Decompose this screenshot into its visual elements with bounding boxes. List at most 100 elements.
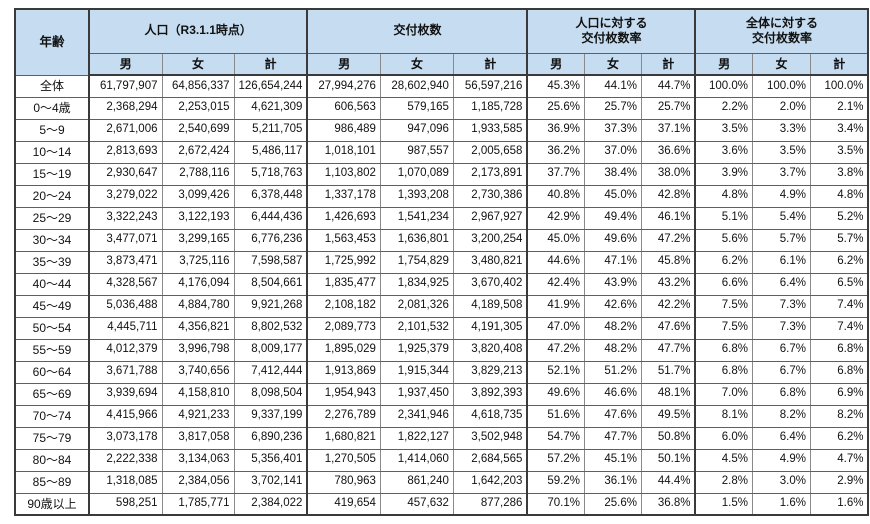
- data-cell: 45.3%: [526, 74, 585, 98]
- table-row: 40〜44 4,328,567 4,176,094 8,504,661 1,835,47…: [14, 272, 869, 296]
- data-cell: 1,754,829: [379, 250, 454, 274]
- data-cell: 7.4%: [809, 294, 869, 318]
- col-group-issued-cards-line1: 交付枚数: [393, 23, 442, 38]
- data-cell: 3,725,116: [161, 250, 235, 274]
- data-cell: 5.6%: [694, 228, 753, 252]
- data-cell: 4,445,711: [88, 316, 163, 340]
- data-cell: 70.1%: [526, 492, 585, 516]
- data-cell: 7.3%: [751, 294, 811, 318]
- table-row: 45〜49 5,036,488 4,884,780 9,921,268 2,108,18…: [14, 294, 869, 318]
- data-cell: 2.1%: [809, 96, 869, 120]
- table-row: 15〜19 2,930,647 2,788,116 5,718,763 1,103,80…: [14, 162, 869, 186]
- data-cell: 42.6%: [583, 294, 642, 318]
- data-cell: 3,939,694: [88, 382, 163, 406]
- data-cell: 457,632: [379, 492, 454, 516]
- sub-header-population-1: 女: [161, 52, 235, 76]
- table-row: 70〜74 4,415,966 4,921,233 9,337,199 2,276,78…: [14, 404, 869, 428]
- data-cell: 25.7%: [640, 96, 696, 120]
- data-cell: 44.1%: [583, 74, 642, 98]
- data-cell: 38.0%: [640, 162, 696, 186]
- data-cell: 2,788,116: [161, 162, 235, 186]
- data-cell: 9,921,268: [233, 294, 308, 318]
- data-cell: 2,384,056: [161, 470, 235, 494]
- data-cell: 6.8%: [751, 382, 811, 406]
- data-cell: 36.1%: [583, 470, 642, 494]
- data-cell: 47.0%: [526, 316, 585, 340]
- col-group-rate-vs-total-line1: 全体に対する: [745, 15, 818, 30]
- data-cell: 3,670,402: [452, 272, 528, 296]
- data-cell: 3,299,165: [161, 228, 235, 252]
- age-cell: 80〜84: [14, 448, 90, 472]
- data-cell: 44.7%: [640, 74, 696, 98]
- data-cell: 3.5%: [694, 118, 753, 142]
- sub-header-rate-vs-population-1: 女: [583, 52, 642, 76]
- data-cell: 6.7%: [751, 360, 811, 384]
- data-cell: 42.4%: [526, 272, 585, 296]
- data-cell: 606,563: [306, 96, 381, 120]
- data-cell: 45.0%: [583, 184, 642, 208]
- table-row: 25〜29 3,322,243 3,122,193 6,444,436 1,426,69…: [14, 206, 869, 230]
- data-cell: 4,328,567: [88, 272, 163, 296]
- data-cell: 49.6%: [583, 228, 642, 252]
- data-cell: 47.2%: [526, 338, 585, 362]
- data-cell: 46.6%: [583, 382, 642, 406]
- data-cell: 6.4%: [751, 272, 811, 296]
- data-cell: 5,211,705: [233, 118, 308, 142]
- sub-header-rate-vs-total-2: 計: [809, 52, 869, 76]
- data-cell: 5,718,763: [233, 162, 308, 186]
- header-sub-row: 男女計男女計男女計男女計: [15, 52, 869, 76]
- data-cell: 7.5%: [694, 316, 753, 340]
- age-cell: 20〜24: [14, 184, 90, 208]
- data-cell: 3.0%: [751, 470, 811, 494]
- data-cell: 43.2%: [640, 272, 696, 296]
- data-cell: 6,444,436: [233, 206, 308, 230]
- data-cell: 877,286: [452, 492, 528, 516]
- sub-header-issued-cards-2: 計: [452, 52, 528, 76]
- data-cell: 4.5%: [694, 448, 753, 472]
- data-cell: 2,108,182: [306, 294, 381, 318]
- age-cell: 50〜54: [14, 316, 90, 340]
- data-cell: 6.8%: [694, 338, 753, 362]
- table-row: 90歳以上 598,251 1,785,771 2,384,022 419,654 457…: [14, 492, 869, 516]
- data-cell: 2,253,015: [161, 96, 235, 120]
- data-cell: 5.7%: [751, 228, 811, 252]
- sub-header-rate-vs-total-0: 男: [694, 52, 753, 76]
- data-cell: 4,415,966: [88, 404, 163, 428]
- data-cell: 1,563,453: [306, 228, 381, 252]
- data-cell: 2,684,565: [452, 448, 528, 472]
- data-cell: 1.6%: [751, 492, 811, 516]
- data-cell: 5,356,401: [233, 448, 308, 472]
- data-cell: 36.9%: [526, 118, 585, 142]
- data-cell: 37.7%: [526, 162, 585, 186]
- data-cell: 3.9%: [694, 162, 753, 186]
- data-cell: 47.7%: [583, 426, 642, 450]
- data-cell: 8.2%: [809, 404, 869, 428]
- data-cell: 1,933,585: [452, 118, 528, 142]
- col-group-population-line1: 人口（R3.1.1時点）: [144, 23, 252, 38]
- sub-header-rate-vs-total-1: 女: [751, 52, 811, 76]
- data-cell: 861,240: [379, 470, 454, 494]
- data-cell: 1,725,992: [306, 250, 381, 274]
- data-cell: 42.9%: [526, 206, 585, 230]
- data-cell: 3,502,948: [452, 426, 528, 450]
- data-cell: 7,598,587: [233, 250, 308, 274]
- data-cell: 3,892,393: [452, 382, 528, 406]
- data-cell: 1,915,344: [379, 360, 454, 384]
- data-cell: 2,730,386: [452, 184, 528, 208]
- data-cell: 49.5%: [640, 404, 696, 428]
- data-cell: 1,925,379: [379, 338, 454, 362]
- data-cell: 100.0%: [694, 74, 753, 98]
- data-cell: 8,802,532: [233, 316, 308, 340]
- data-cell: 46.1%: [640, 206, 696, 230]
- data-cell: 61,797,907: [88, 74, 163, 98]
- data-cell: 2,173,891: [452, 162, 528, 186]
- data-cell: 4.9%: [751, 184, 811, 208]
- data-cell: 47.1%: [583, 250, 642, 274]
- data-cell: 3,279,022: [88, 184, 163, 208]
- data-cell: 51.7%: [640, 360, 696, 384]
- data-cell: 4.9%: [751, 448, 811, 472]
- data-cell: 50.8%: [640, 426, 696, 450]
- data-cell: 4,921,233: [161, 404, 235, 428]
- data-cell: 45.1%: [583, 448, 642, 472]
- data-cell: 126,654,244: [233, 74, 308, 98]
